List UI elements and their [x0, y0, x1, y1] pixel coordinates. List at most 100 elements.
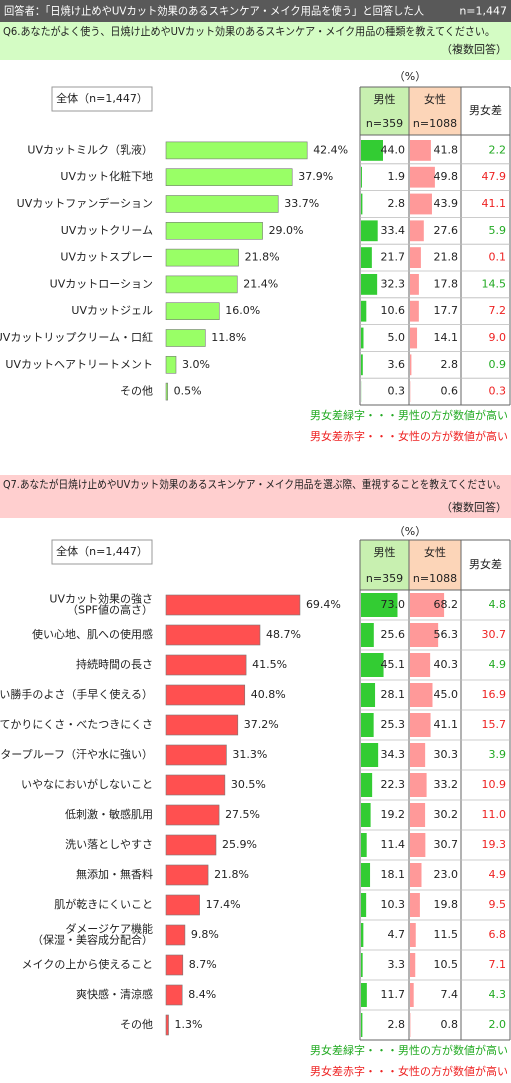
category-label: UVカットクリーム	[61, 224, 153, 237]
overall-value-label: 42.4%	[313, 143, 348, 156]
diff-value: 15.7	[482, 718, 507, 731]
female-bar	[410, 593, 445, 617]
female-bar	[410, 773, 427, 797]
male-value: 44.0	[381, 143, 406, 156]
diff-value: 9.0	[489, 331, 507, 344]
male-value: 0.3	[388, 385, 406, 398]
male-value: 33.4	[381, 224, 406, 237]
male-bar	[361, 354, 363, 376]
unit-label: （%）	[394, 525, 426, 538]
overall-value-label: 69.4%	[306, 598, 341, 611]
category-label: その他	[120, 385, 153, 398]
female-bar	[410, 274, 419, 295]
female-n: n=1088	[413, 117, 457, 130]
category-label: UVカットヘアトリートメント	[5, 358, 153, 371]
category-label: UVカットジェル	[71, 304, 153, 317]
category-label: UVカット化粧下地	[60, 169, 153, 183]
female-bar	[410, 743, 426, 767]
overall-bar	[165, 222, 263, 240]
male-value: 3.6	[388, 358, 406, 371]
diff-value: 14.5	[482, 277, 507, 290]
female-bar	[410, 803, 426, 827]
overall-value-label: 0.5%	[174, 385, 202, 398]
diff-value: 30.7	[482, 628, 507, 641]
overall-value-label: 17.4%	[206, 898, 241, 911]
category-label: UVカットミルク（乳液）	[27, 142, 153, 156]
male-bar	[361, 923, 364, 947]
male-value: 11.4	[381, 838, 406, 851]
female-value: 30.3	[434, 748, 459, 761]
diff-value: 4.9	[489, 868, 507, 881]
female-bar	[410, 247, 421, 268]
category-label: その他	[120, 1018, 153, 1031]
female-value: 14.1	[434, 331, 459, 344]
overall-bar	[165, 654, 247, 676]
overall-bar	[165, 684, 246, 706]
overall-value-label: 8.4%	[188, 988, 216, 1001]
male-n: n=359	[366, 117, 403, 130]
overall-bar	[165, 355, 177, 374]
diff-value: 47.9	[482, 170, 507, 183]
overall-value-label: 41.5%	[252, 658, 287, 671]
overall-bar	[165, 894, 200, 916]
diff-value: 7.2	[489, 304, 507, 317]
diff-value: 7.1	[489, 958, 507, 971]
diff-value: 11.0	[482, 808, 507, 821]
overall-value-label: 9.8%	[191, 928, 219, 941]
male-bar	[361, 166, 362, 188]
overall-bar	[165, 744, 227, 766]
overall-bar	[165, 864, 209, 886]
female-value: 21.8	[434, 251, 459, 264]
female-bar	[410, 300, 419, 322]
question-note: （複数回答）	[441, 500, 507, 514]
male-bar	[361, 274, 378, 295]
overall-value-label: 21.8%	[245, 251, 280, 264]
overall-bar	[165, 329, 206, 347]
diff-value: 4.9	[489, 658, 507, 671]
female-bar	[410, 683, 433, 707]
female-n: n=1088	[413, 572, 457, 585]
female-bar	[410, 953, 416, 977]
header-n: n=1,447	[459, 5, 507, 18]
male-value: 34.3	[381, 748, 406, 761]
female-value: 56.3	[434, 628, 459, 641]
overall-bar	[165, 714, 239, 736]
male-bar	[361, 713, 374, 737]
category-label: 低刺激・敏感肌用	[65, 807, 153, 821]
female-value: 27.6	[434, 224, 459, 237]
category-label: てかりにくさ・べたつきにくさ	[0, 718, 153, 731]
category-label: 爽快感・清涼感	[76, 987, 153, 1001]
overall-value-label: 31.3%	[232, 748, 267, 761]
overall-bar	[165, 1014, 169, 1036]
female-value: 0.8	[441, 1018, 459, 1031]
diff-value: 0.3	[489, 385, 507, 398]
female-bar	[410, 166, 435, 188]
header-title: 回答者：「日焼け止めやUVカット効果のあるスキンケア・メイク用品を使う」と回答し…	[4, 4, 424, 18]
male-header: 男性	[374, 545, 396, 559]
diff-value: 19.3	[482, 838, 507, 851]
overall-label: 全体（n=1,447）	[56, 91, 148, 105]
category-label: いやなにおいがしないこと	[21, 777, 153, 791]
male-bar	[361, 773, 373, 797]
question: Q7.あなたが日焼け止めやUVカット効果のあるスキンケア・メイク用品を選ぶ際、重…	[3, 477, 506, 491]
female-value: 68.2	[434, 598, 459, 611]
female-bar	[410, 327, 418, 349]
male-value: 11.7	[381, 988, 406, 1001]
category-label: ダメージケア機能（保湿・美容成分配合）	[32, 922, 153, 947]
overall-bar	[165, 624, 261, 646]
female-value: 41.1	[434, 718, 459, 731]
female-value: 43.9	[434, 197, 459, 210]
overall-bar	[165, 382, 168, 401]
overall-value-label: 8.7%	[189, 958, 217, 971]
legend-note: 男女差緑字・・・男性の方が数値が高い	[310, 408, 508, 422]
diff-value: 9.5	[489, 898, 507, 911]
male-bar	[361, 983, 367, 1007]
diff-value: 16.9	[482, 688, 507, 701]
female-bar	[410, 893, 420, 917]
header-bar	[0, 0, 511, 22]
male-bar	[361, 893, 367, 917]
female-bar	[410, 863, 422, 887]
overall-box	[51, 539, 153, 565]
male-bar	[361, 220, 378, 242]
female-bar	[410, 713, 431, 737]
